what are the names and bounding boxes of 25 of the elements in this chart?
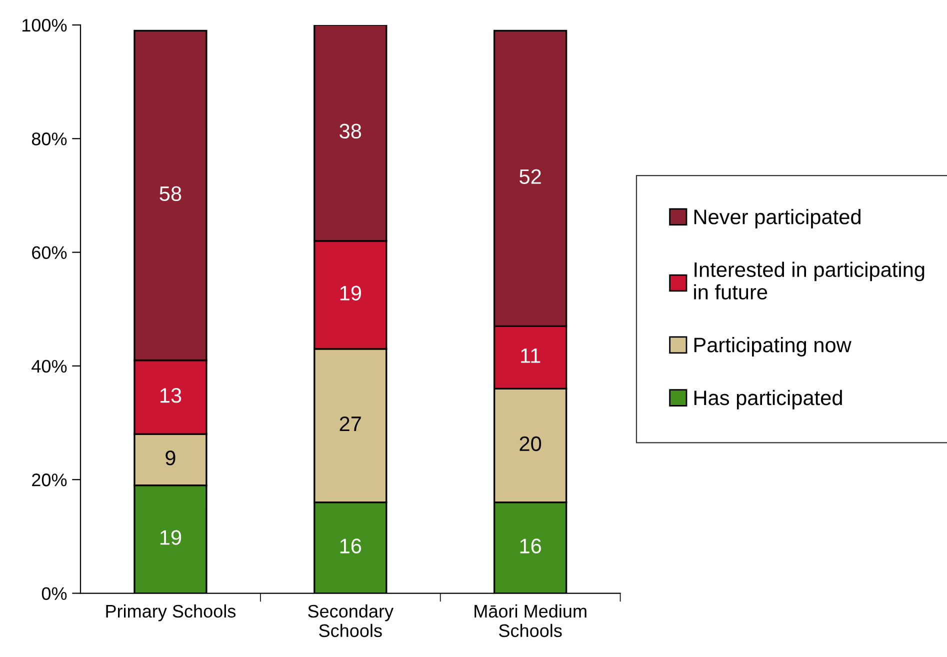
legend-label: Participating now xyxy=(694,337,852,356)
data-label: 27 xyxy=(340,416,361,432)
data-label: 38 xyxy=(340,124,362,139)
data-label: 13 xyxy=(160,388,182,403)
data-label: 58 xyxy=(160,186,182,202)
x-tick-label: Secondary Schools xyxy=(308,604,394,638)
data-label: 52 xyxy=(520,169,541,184)
data-label: 11 xyxy=(521,348,540,363)
legend-label: Never participated xyxy=(694,209,860,228)
x-tick-label: Primary Schools xyxy=(106,604,236,622)
legend-label: Interested in participating in future xyxy=(694,262,924,300)
y-tick-label: 100% xyxy=(22,18,67,32)
legend-label: Has participated xyxy=(694,390,842,410)
data-label: 9 xyxy=(166,450,176,466)
data-label: 16 xyxy=(520,538,541,554)
y-tick-label: 40% xyxy=(32,360,67,373)
data-label: 19 xyxy=(160,530,182,545)
y-tick-label: 60% xyxy=(32,246,67,260)
y-tick-label: 80% xyxy=(32,132,67,146)
data-label: 16 xyxy=(340,538,362,554)
y-tick-label: 0% xyxy=(42,587,67,600)
y-tick-label: 20% xyxy=(32,474,67,486)
data-label: 19 xyxy=(340,286,361,301)
x-tick-label: Māori Medium Schools xyxy=(474,604,586,638)
data-label: 20 xyxy=(520,436,542,452)
